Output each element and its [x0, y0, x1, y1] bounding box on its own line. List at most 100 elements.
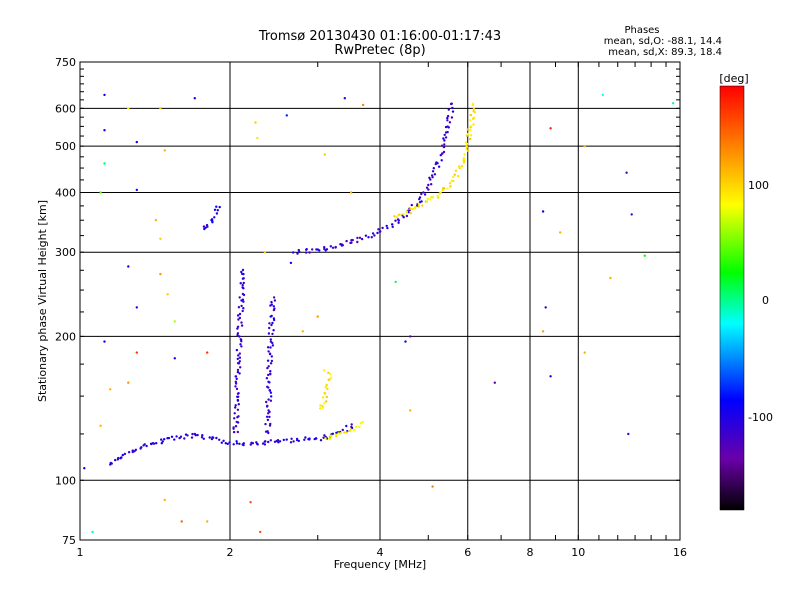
data-point	[411, 207, 415, 211]
data-point	[330, 434, 333, 437]
data-point	[228, 441, 231, 444]
data-point	[266, 359, 270, 362]
data-point	[450, 179, 453, 183]
data-point	[127, 451, 131, 454]
y-tick-label: 500	[55, 140, 76, 153]
data-point	[240, 345, 243, 348]
data-point	[218, 205, 221, 209]
data-point	[163, 438, 166, 441]
data-point	[442, 150, 446, 154]
data-point	[249, 501, 252, 504]
data-point	[109, 388, 112, 391]
data-point	[110, 462, 113, 465]
data-point	[371, 232, 375, 235]
data-point	[154, 219, 158, 222]
data-point	[431, 176, 434, 179]
data-point	[396, 216, 399, 219]
data-point	[448, 121, 452, 124]
data-point	[241, 284, 244, 287]
data-point	[99, 424, 102, 427]
data-point	[427, 188, 430, 191]
data-point	[267, 332, 271, 335]
data-point	[83, 467, 86, 470]
data-point	[452, 175, 455, 179]
data-point	[360, 237, 364, 241]
data-point	[431, 485, 434, 488]
data-point	[409, 212, 412, 215]
data-point	[443, 143, 446, 146]
data-point	[206, 351, 209, 354]
data-point	[625, 171, 628, 174]
tick-marks: 1 2 4 6 8 10 16 75 100 200 300 400 500 600 750	[55, 56, 687, 559]
data-point	[255, 441, 258, 444]
data-point	[218, 438, 221, 441]
data-point	[432, 196, 435, 199]
data-point	[421, 204, 424, 207]
data-point	[448, 182, 452, 185]
data-point	[269, 338, 272, 341]
data-point	[359, 422, 362, 425]
data-point	[465, 134, 469, 137]
data-point	[327, 371, 330, 374]
data-point	[391, 225, 394, 229]
data-point	[159, 237, 162, 240]
data-point	[266, 418, 270, 422]
data-point	[431, 170, 435, 173]
data-point	[269, 346, 272, 349]
data-point	[213, 216, 216, 219]
colorbar-tick-neg100: -100	[748, 411, 773, 424]
data-point	[135, 351, 138, 354]
data-point	[269, 340, 273, 343]
data-point	[493, 381, 496, 384]
data-point	[409, 409, 412, 412]
data-point	[465, 147, 468, 151]
data-point	[240, 304, 243, 308]
data-point	[133, 450, 136, 453]
data-point	[468, 119, 472, 122]
data-point	[242, 442, 245, 445]
data-point	[303, 438, 306, 441]
data-point	[233, 412, 236, 415]
data-point	[242, 307, 245, 310]
data-point	[135, 306, 138, 309]
data-point	[256, 443, 259, 446]
data-point	[272, 305, 275, 308]
data-point	[425, 200, 429, 203]
data-point	[190, 436, 194, 439]
data-point	[464, 141, 468, 144]
y-tick-label: 300	[55, 246, 76, 259]
data-point	[236, 333, 239, 337]
data-point	[410, 203, 413, 207]
data-point	[119, 457, 122, 460]
data-point	[469, 129, 472, 132]
data-point	[237, 354, 240, 357]
data-point	[234, 404, 237, 407]
data-point	[343, 97, 346, 100]
chart-subtitle: RwPretec (8p)	[334, 43, 425, 58]
data-point	[237, 318, 240, 321]
x-tick-label: 16	[673, 546, 687, 559]
data-point	[328, 378, 331, 381]
data-point	[323, 402, 326, 405]
phase-info-x: mean, sd,X: 89.3, 18.4	[608, 47, 722, 58]
data-point	[322, 369, 326, 372]
data-point	[259, 530, 262, 534]
data-point	[266, 366, 269, 370]
data-point	[241, 268, 245, 272]
data-point	[232, 426, 235, 429]
data-point	[273, 299, 277, 302]
data-point	[609, 276, 612, 280]
data-point	[269, 439, 272, 442]
data-point	[180, 520, 183, 523]
data-point	[256, 136, 259, 140]
data-point	[236, 325, 240, 328]
data-point	[241, 272, 244, 276]
data-point	[261, 442, 265, 445]
data-point	[442, 137, 445, 140]
data-point	[601, 93, 604, 97]
x-tick-label: 1	[77, 546, 84, 559]
data-point	[238, 372, 241, 375]
data-point	[166, 293, 169, 296]
data-point	[341, 428, 344, 432]
